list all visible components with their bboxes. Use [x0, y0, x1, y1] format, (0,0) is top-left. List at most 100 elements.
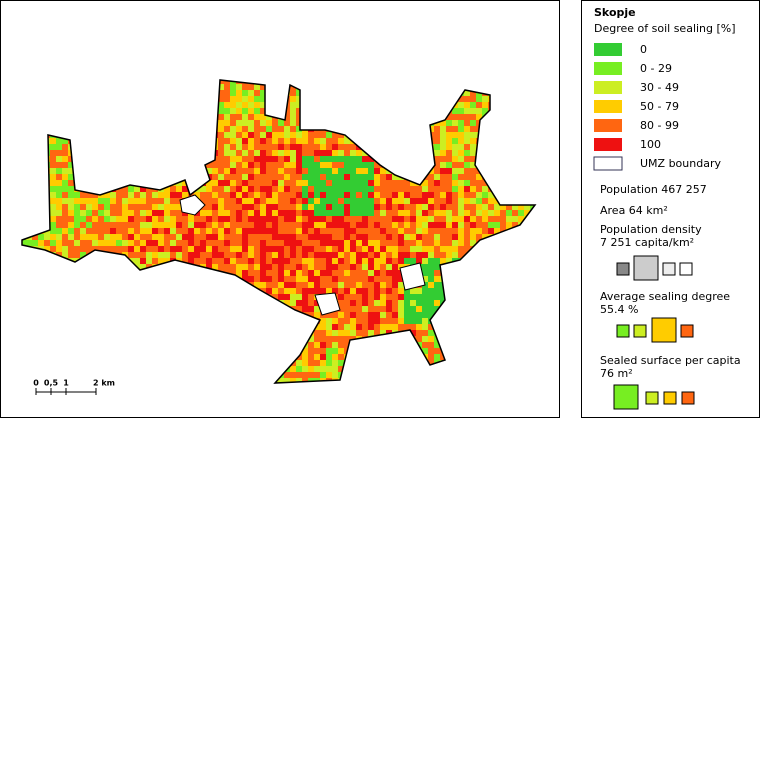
raster-cell [362, 282, 368, 288]
raster-cell [332, 360, 338, 366]
raster-cell [368, 198, 374, 204]
raster-cell [308, 336, 314, 342]
raster-cell [44, 240, 50, 246]
raster-cell [266, 234, 272, 240]
raster-cell [422, 228, 428, 234]
raster-cell [404, 306, 410, 312]
raster-cell [140, 186, 146, 192]
raster-cell [422, 288, 428, 294]
raster-cell [320, 252, 326, 258]
raster-cell [122, 240, 128, 246]
density-icons [616, 255, 693, 281]
raster-cell [290, 102, 296, 108]
raster-cell [284, 372, 290, 378]
raster-cell [416, 252, 422, 258]
raster-cell [452, 252, 458, 258]
raster-cell [290, 372, 296, 378]
raster-cell [356, 270, 362, 276]
raster-cell [290, 132, 296, 138]
raster-cell [308, 192, 314, 198]
raster-cell [266, 210, 272, 216]
raster-cell [284, 204, 290, 210]
raster-cell [368, 258, 374, 264]
raster-cell [344, 162, 350, 168]
raster-cell [224, 144, 230, 150]
raster-cell [452, 138, 458, 144]
raster-cell [368, 300, 374, 306]
raster-cell [368, 252, 374, 258]
raster-cell [302, 252, 308, 258]
raster-cell [290, 300, 296, 306]
raster-cell [290, 108, 296, 114]
raster-cell [278, 204, 284, 210]
raster-cell [344, 222, 350, 228]
raster-cell [326, 174, 332, 180]
raster-cell [260, 252, 266, 258]
raster-cell [182, 192, 188, 198]
raster-cell [116, 246, 122, 252]
raster-cell [338, 240, 344, 246]
raster-cell [344, 168, 350, 174]
raster-cell [338, 318, 344, 324]
raster-cell [284, 156, 290, 162]
raster-cell [332, 354, 338, 360]
raster-cell [50, 156, 56, 162]
raster-cell [260, 216, 266, 222]
raster-cell [284, 216, 290, 222]
raster-cell [392, 180, 398, 186]
raster-cell [362, 180, 368, 186]
raster-cell [344, 294, 350, 300]
raster-cell [68, 246, 74, 252]
legend-swatch [594, 138, 622, 151]
raster-cell [200, 258, 206, 264]
raster-cell [236, 240, 242, 246]
raster-cell [446, 138, 452, 144]
raster-cell [302, 300, 308, 306]
raster-cell [290, 144, 296, 150]
raster-cell [434, 210, 440, 216]
raster-cell [260, 126, 266, 132]
raster-cell [440, 132, 446, 138]
raster-cell [128, 210, 134, 216]
raster-cell [206, 246, 212, 252]
raster-cell [248, 150, 254, 156]
raster-cell [338, 360, 344, 366]
raster-cell [284, 210, 290, 216]
raster-cell [272, 240, 278, 246]
raster-cell [278, 192, 284, 198]
raster-cell [314, 168, 320, 174]
raster-cell [470, 192, 476, 198]
raster-cell [176, 204, 182, 210]
raster-cell [404, 258, 410, 264]
raster-cell [494, 210, 500, 216]
raster-cell [470, 216, 476, 222]
raster-cell [422, 300, 428, 306]
raster-cell [434, 216, 440, 222]
raster-cell [224, 216, 230, 222]
raster-cell [332, 144, 338, 150]
raster-cell [278, 288, 284, 294]
raster-cell [98, 216, 104, 222]
raster-cell [74, 252, 80, 258]
raster-cell [260, 150, 266, 156]
raster-cell [62, 228, 68, 234]
raster-cell [146, 198, 152, 204]
raster-cell [248, 138, 254, 144]
raster-cell [278, 240, 284, 246]
raster-cell [386, 264, 392, 270]
raster-cell [206, 258, 212, 264]
raster-cell [116, 198, 122, 204]
raster-cell [284, 240, 290, 246]
raster-cell [110, 210, 116, 216]
raster-cell [194, 228, 200, 234]
raster-cell [212, 162, 218, 168]
raster-cell [104, 210, 110, 216]
raster-cell [224, 192, 230, 198]
raster-cell [218, 186, 224, 192]
raster-cell [428, 282, 434, 288]
raster-cell [494, 216, 500, 222]
raster-cell [302, 222, 308, 228]
raster-cell [488, 216, 494, 222]
raster-cell [200, 240, 206, 246]
raster-cell [416, 210, 422, 216]
